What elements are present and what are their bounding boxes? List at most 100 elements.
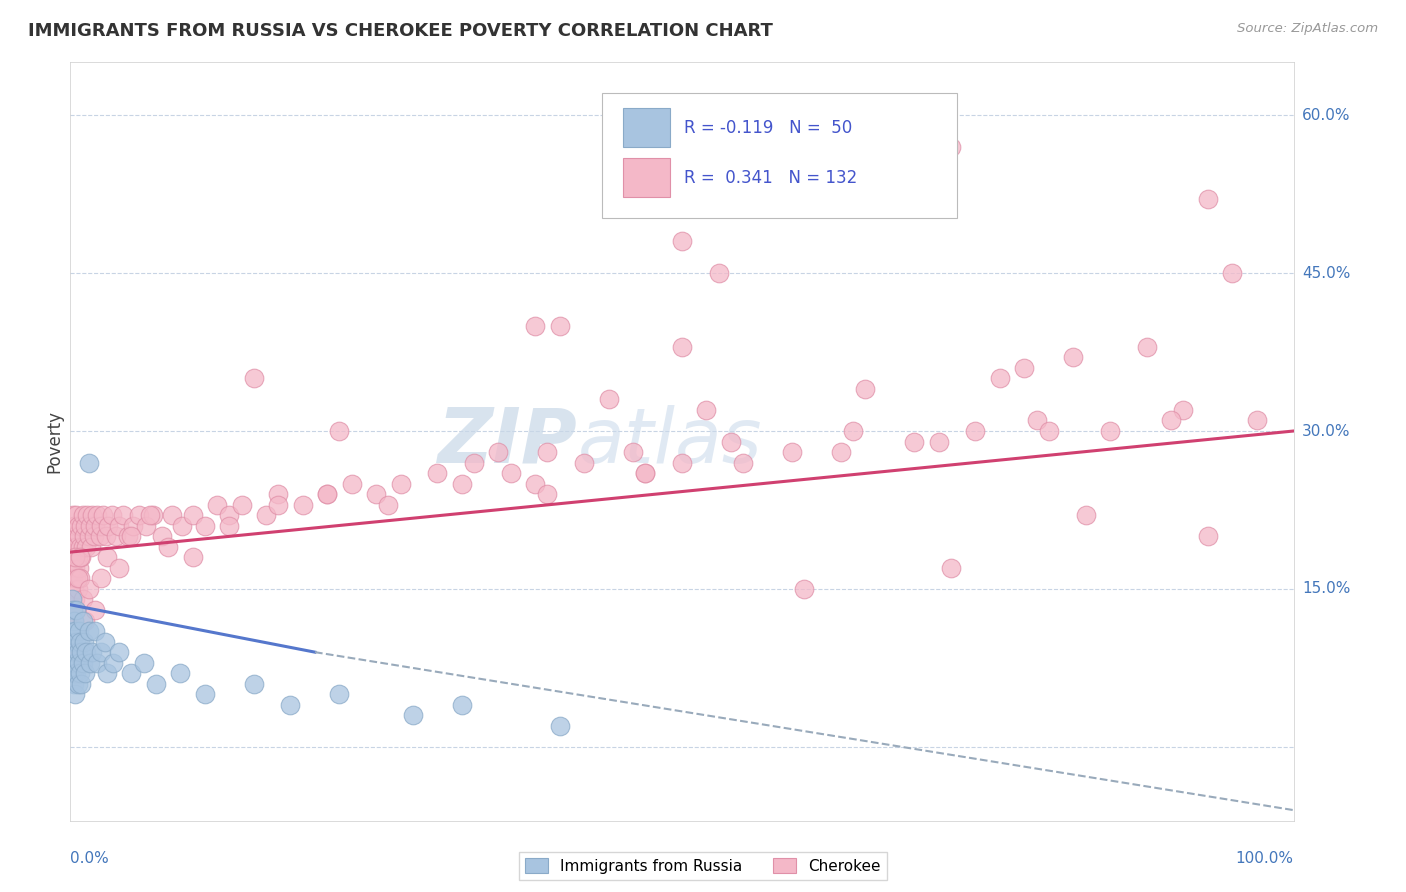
Point: [69, 666, 91, 681]
Point: [1246, 413, 1268, 427]
Point: [426, 466, 449, 480]
Text: R = -0.119   N =  50: R = -0.119 N = 50: [685, 119, 852, 136]
Point: [73, 666, 96, 681]
Point: [181, 550, 204, 565]
Point: [499, 466, 522, 480]
Point: [62, 508, 84, 523]
Point: [67, 529, 90, 543]
FancyBboxPatch shape: [602, 93, 957, 218]
Point: [194, 518, 217, 533]
Point: [1062, 351, 1084, 365]
Point: [121, 666, 143, 681]
Point: [62, 634, 84, 648]
Point: [267, 487, 290, 501]
Point: [340, 476, 363, 491]
Point: [76, 508, 98, 523]
Point: [169, 666, 191, 681]
Point: [70, 645, 93, 659]
Point: [450, 698, 472, 712]
Point: [707, 266, 730, 280]
Point: [903, 434, 925, 449]
Point: [108, 518, 131, 533]
Text: 30.0%: 30.0%: [1302, 424, 1350, 439]
Point: [160, 508, 183, 523]
Point: [94, 529, 117, 543]
Point: [66, 645, 89, 659]
Point: [939, 139, 962, 153]
Point: [65, 666, 87, 681]
Text: atlas: atlas: [578, 405, 762, 478]
Point: [1025, 413, 1047, 427]
Point: [121, 518, 143, 533]
Point: [793, 582, 815, 596]
Point: [328, 687, 350, 701]
Point: [75, 645, 97, 659]
Point: [965, 424, 987, 438]
Point: [988, 371, 1011, 385]
Point: [73, 518, 96, 533]
Point: [75, 540, 97, 554]
Point: [63, 561, 86, 575]
Point: [63, 677, 86, 691]
Point: [82, 645, 104, 659]
Point: [205, 498, 228, 512]
Point: [671, 456, 693, 470]
Point: [218, 518, 240, 533]
Point: [70, 677, 93, 691]
Point: [536, 445, 558, 459]
Point: [231, 498, 253, 512]
Point: [67, 656, 90, 670]
Point: [89, 529, 111, 543]
Point: [194, 687, 217, 701]
Point: [62, 656, 84, 670]
Point: [891, 108, 914, 122]
Point: [63, 614, 86, 628]
Point: [91, 508, 114, 523]
Point: [536, 487, 558, 501]
Point: [83, 624, 105, 639]
Point: [66, 518, 89, 533]
Point: [1136, 340, 1159, 354]
Point: [780, 445, 803, 459]
Point: [267, 498, 290, 512]
Point: [97, 518, 120, 533]
Point: [377, 498, 399, 512]
Point: [524, 476, 547, 491]
Point: [63, 666, 86, 681]
Point: [83, 603, 105, 617]
Text: ZIP: ZIP: [439, 405, 578, 478]
Point: [65, 571, 87, 585]
Point: [142, 508, 165, 523]
Point: [1014, 360, 1036, 375]
Point: [389, 476, 412, 491]
Point: [63, 687, 86, 701]
Point: [101, 656, 124, 670]
Point: [65, 634, 87, 648]
Point: [86, 508, 108, 523]
Point: [63, 592, 86, 607]
Point: [63, 614, 86, 628]
Point: [1197, 192, 1219, 206]
Point: [79, 518, 101, 533]
Text: 60.0%: 60.0%: [1302, 108, 1350, 122]
Point: [101, 508, 124, 523]
Point: [96, 666, 118, 681]
Point: [598, 392, 620, 407]
Point: [720, 434, 742, 449]
Point: [1099, 424, 1122, 438]
Point: [855, 382, 877, 396]
Point: [63, 624, 86, 639]
Point: [634, 466, 657, 480]
Point: [62, 540, 84, 554]
Point: [69, 540, 91, 554]
Point: [254, 508, 277, 523]
Point: [117, 529, 139, 543]
Point: [62, 603, 84, 617]
FancyBboxPatch shape: [623, 158, 669, 197]
Point: [104, 529, 127, 543]
Point: [280, 698, 302, 712]
Point: [72, 614, 94, 628]
Point: [121, 529, 143, 543]
Point: [243, 371, 266, 385]
Point: [450, 476, 472, 491]
